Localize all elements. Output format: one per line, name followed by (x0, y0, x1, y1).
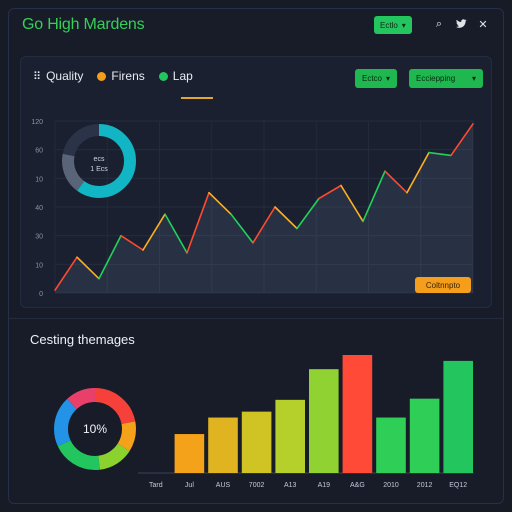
app-header: Go High Mardens Ectlo ▾ ⌕ ✕ (22, 14, 492, 40)
donut-segment (62, 124, 136, 198)
donut-segment (62, 124, 136, 198)
line-segment (120, 234, 144, 251)
y-tick-label: 30 (35, 234, 43, 241)
legend-label-firens: Firens (111, 69, 145, 83)
twitter-icon[interactable] (454, 17, 468, 31)
line-segment (142, 213, 166, 251)
line-segment (362, 170, 386, 223)
close-icon[interactable]: ✕ (478, 18, 488, 31)
filter-button-label: Ectco (362, 74, 383, 83)
line-segment (252, 206, 276, 244)
top-dropdown-label: Ectlo (380, 20, 398, 30)
grid-icon: ⠿ (33, 70, 42, 83)
y-tick-label: 0 (39, 291, 43, 298)
legend-label-quality: Quality (46, 69, 84, 83)
y-tick-label: 10 (35, 262, 43, 269)
line-segment (98, 234, 122, 280)
y-tick-label: 40 (35, 205, 43, 212)
top-dropdown-button[interactable]: Ectlo ▾ (374, 16, 412, 34)
y-tick-label: 10 (35, 176, 43, 183)
line-chart: 120 60 10 40 30 10 0 ecs 1 Ecs (31, 119, 474, 298)
line-segment (76, 256, 100, 280)
legend-item-lap[interactable]: Lap (158, 69, 193, 83)
app-title: Go High Mardens (22, 16, 145, 33)
y-tick-label: 60 (35, 148, 43, 155)
small-donut-chart (62, 124, 136, 198)
chevron-down-icon: ▾ (471, 74, 476, 83)
chevron-down-icon: ▾ (386, 74, 391, 83)
line-segment (54, 256, 78, 291)
legend-item-firens[interactable]: Firens (97, 69, 145, 83)
legend-item-quality[interactable]: ⠿ Quality (33, 69, 83, 83)
donut-label-top: ecs (94, 156, 105, 163)
legend-dot-green (158, 71, 168, 81)
donut-label-bottom: 1 Ecs (90, 166, 108, 173)
line-segment (274, 206, 298, 230)
line-segment (318, 184, 342, 200)
line-segment (208, 191, 232, 215)
section-divider (8, 318, 504, 319)
line-segment (186, 191, 210, 254)
line-segment (384, 170, 408, 194)
line-segment (428, 151, 452, 157)
line-segment (230, 213, 254, 244)
grouping-button-label: Ecciepping (416, 74, 456, 83)
chevron-down-icon: ▾ (401, 20, 406, 30)
line-chart-area (55, 123, 473, 293)
section-title: Cesting themages (30, 332, 135, 347)
filter-button[interactable]: Ectco ▾ (355, 69, 398, 88)
line-segment (450, 123, 474, 157)
legend-dot-orange (97, 71, 107, 81)
main-chart-panel: ⠿ Quality Firens Lap Ectco ▾ Ecciepping … (20, 56, 492, 308)
search-icon[interactable]: ⌕ (435, 17, 443, 30)
chart-legend: ⠿ Quality Firens Lap (33, 69, 193, 83)
line-segment (340, 184, 364, 223)
line-segment (164, 213, 188, 254)
grouping-button[interactable]: Ecciepping ▾ (409, 69, 483, 88)
y-tick-label: 120 (31, 119, 43, 126)
legend-label-lap: Lap (172, 69, 193, 83)
active-legend-underline (181, 97, 213, 99)
line-segment (296, 197, 320, 230)
annotation-badge[interactable]: Coltnnpto (415, 277, 471, 293)
line-segment (406, 151, 430, 194)
